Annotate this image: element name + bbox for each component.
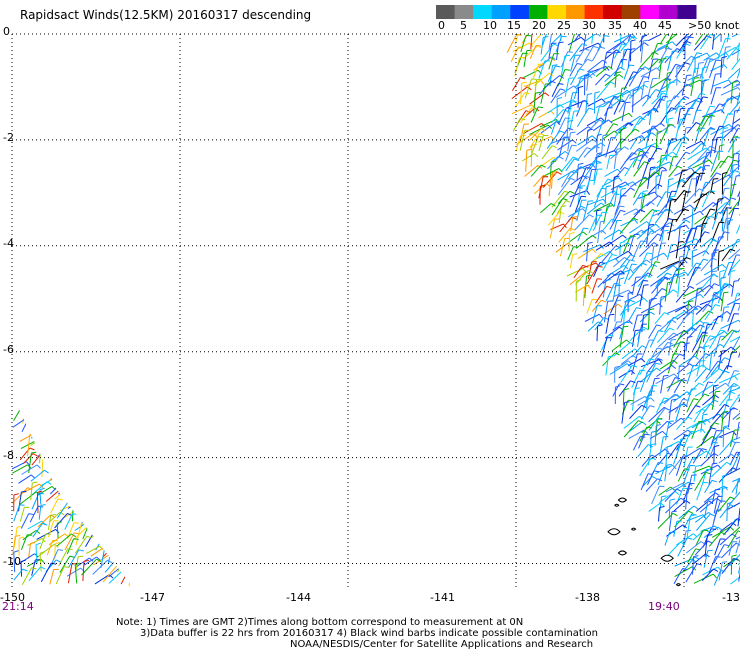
map-title: Rapidsact Winds(12.5KM) 20160317 descend… (20, 8, 312, 22)
island-outline (660, 554, 674, 562)
colorbar-tick-label: 45 (658, 19, 672, 32)
colorbar-segment (510, 5, 530, 19)
longitude-label: -144 (286, 591, 311, 604)
latitude-label: -2 (3, 130, 14, 144)
latitude-label: -6 (3, 342, 14, 356)
start-time-label: 21:14 (2, 600, 34, 613)
note-line-3: NOAA/NESDIS/Center for Satellite Applica… (290, 639, 594, 650)
island-outlines (607, 497, 682, 587)
island-outline (675, 583, 682, 587)
end-time-label: 19:40 (648, 600, 680, 613)
colorbar-segment (584, 5, 604, 19)
longitude-label: -138 (575, 591, 600, 604)
colorbar-segment (640, 5, 660, 19)
longitude-label: -13 (722, 591, 740, 604)
island-outline (617, 497, 628, 503)
colorbar-tick-label: 20 (532, 19, 546, 32)
colorbar-segment (436, 5, 456, 19)
wind-barbs-layer (12, 34, 740, 587)
colorbar-tick-label: 25 (557, 19, 571, 32)
colorbar-tick-label: >50 knots (688, 19, 740, 32)
colorbar-tick-label: 35 (608, 19, 622, 32)
island-outline (617, 550, 628, 556)
colorbar-tick-label: 40 (633, 19, 647, 32)
colorbar-tick-label: 15 (507, 19, 521, 32)
island-outline (630, 527, 637, 531)
longitude-label: -141 (430, 591, 455, 604)
colorbar-segment (528, 5, 548, 19)
island-outline (614, 503, 620, 507)
colorbar-tick-label: 10 (483, 19, 497, 32)
colorbar-segment (621, 5, 641, 19)
note-line-2: 3)Data buffer is 22 hrs from 20160317 4)… (140, 628, 598, 639)
colorbar-tick-label: 30 (582, 19, 596, 32)
swath-west (12, 407, 136, 587)
colorbar-segment (547, 5, 567, 19)
colorbar-tick-label: 0 (438, 19, 445, 32)
wind-speed-colorbar (436, 5, 697, 19)
lat-lon-grid (11, 33, 740, 590)
latitude-label: -8 (3, 448, 14, 462)
note-line-1: Note: 1) Times are GMT 2)Times along bot… (116, 617, 524, 628)
colorbar-segment (677, 5, 697, 19)
latitude-label: 0 (3, 25, 10, 38)
latitude-label: -10 (3, 554, 21, 568)
colorbar-segment (491, 5, 511, 19)
colorbar-tick-label: 5 (460, 19, 467, 32)
colorbar-segment (658, 5, 678, 19)
island-outline (607, 528, 621, 536)
colorbar-segment (566, 5, 586, 19)
colorbar-segment (603, 5, 623, 19)
longitude-label: -150 (0, 591, 25, 604)
latitude-label: -4 (3, 236, 14, 250)
colorbar-segment (473, 5, 493, 19)
longitude-label: -147 (140, 591, 165, 604)
colorbar-segment (454, 5, 474, 19)
swath-east (506, 34, 740, 586)
